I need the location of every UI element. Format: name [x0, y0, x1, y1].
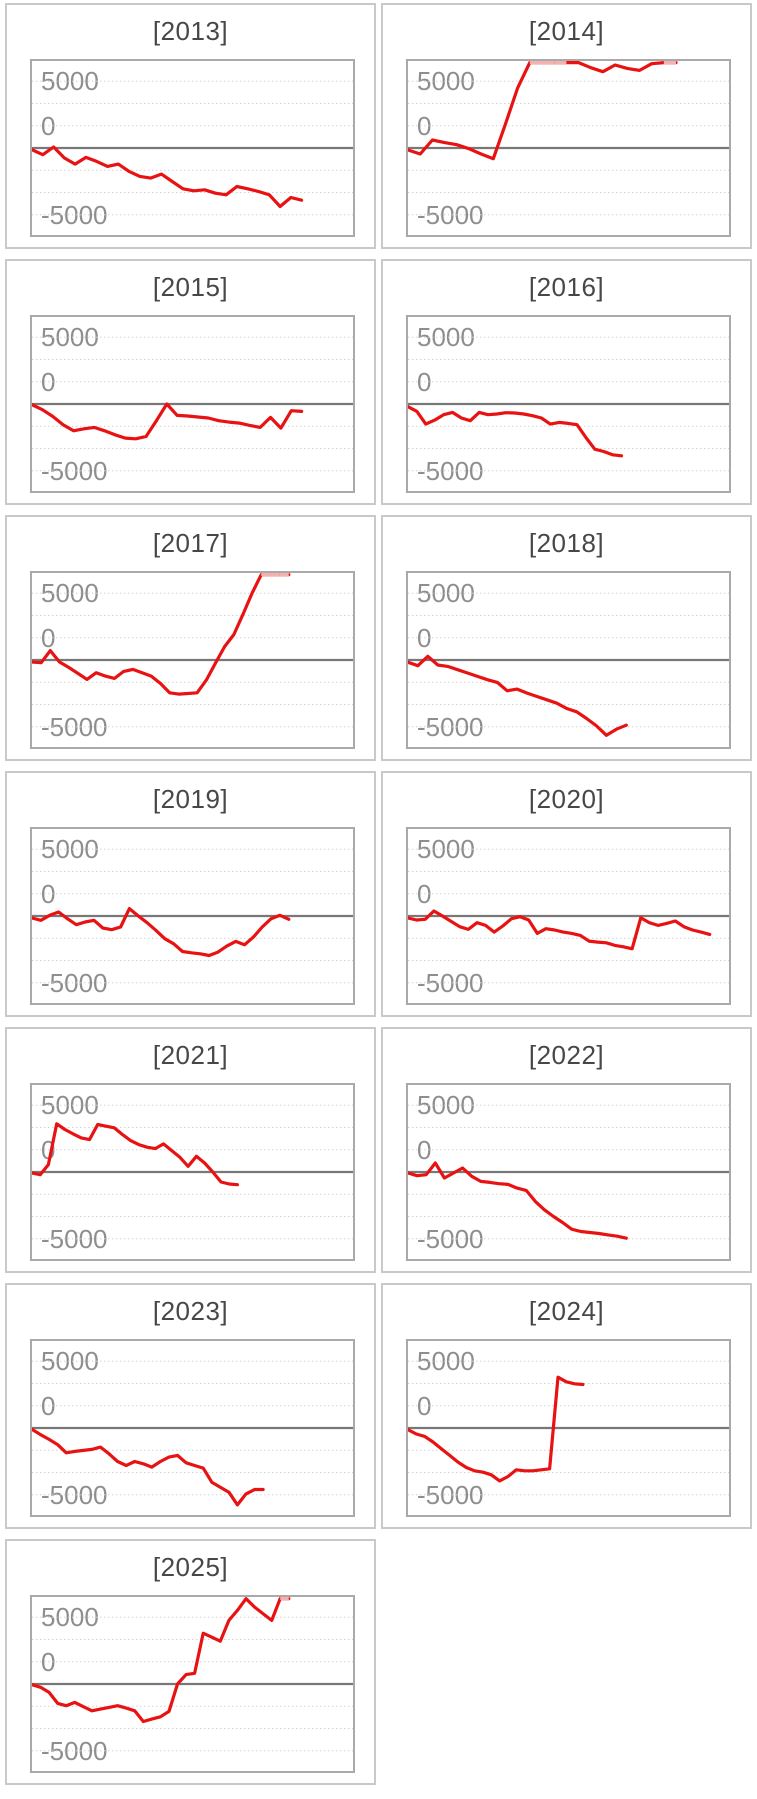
line-chart-svg	[32, 1597, 353, 1752]
plot-area: 5000 0 -5000	[406, 1339, 731, 1517]
panel-title: [2023]	[152, 1296, 229, 1326]
panel-title: [2021]	[152, 1040, 229, 1070]
year-panel: [2022] 5000 0 -5000	[381, 1027, 752, 1273]
year-panel: [2018] 5000 0 -5000	[381, 515, 752, 761]
panel-title: [2014]	[528, 16, 605, 46]
plot-area: 5000 0 -5000	[30, 1083, 355, 1261]
line-series	[32, 145, 304, 209]
panel-title: [2025]	[152, 1552, 229, 1582]
panel-title: [2016]	[528, 272, 605, 302]
line-series	[408, 1375, 585, 1483]
line-chart-svg	[408, 1360, 729, 1496]
line-chart-svg	[32, 1104, 353, 1240]
line-chart-svg	[32, 1360, 353, 1507]
plot-area: 5000 0 -5000	[30, 1339, 355, 1517]
line-series	[32, 1597, 291, 1724]
line-chart-svg	[32, 80, 353, 216]
line-series	[32, 402, 304, 441]
year-panel: [2016] 5000 0 -5000	[381, 259, 752, 505]
line-chart-svg	[32, 336, 353, 472]
line-chart-svg	[32, 573, 353, 728]
year-panel: [2021] 5000 0 -5000	[5, 1027, 376, 1273]
panel-title: [2013]	[152, 16, 229, 46]
panel-title: [2017]	[152, 528, 229, 558]
year-panel: [2019] 5000 0 -5000	[5, 771, 376, 1017]
line-series	[408, 909, 712, 951]
plot-area: 5000 0 -5000	[406, 571, 731, 749]
year-panel: [2023] 5000 0 -5000	[5, 1283, 376, 1529]
plot-area: 5000 0 -5000	[30, 827, 355, 1005]
year-panel: [2014] 5000 0 -5000	[381, 3, 752, 249]
panel-title: [2019]	[152, 784, 229, 814]
panel-title: [2018]	[528, 528, 605, 558]
panel-title: [2022]	[528, 1040, 605, 1070]
year-panel: [2013] 5000 0 -5000	[5, 3, 376, 249]
plot-area: 5000 0 -5000	[30, 1595, 355, 1773]
plot-area: 5000 0 -5000	[30, 571, 355, 749]
plot-area: 5000 0 -5000	[30, 59, 355, 237]
line-series	[408, 1161, 628, 1240]
year-panel: [2017] 5000 0 -5000	[5, 515, 376, 761]
line-chart-svg	[408, 592, 729, 737]
line-chart-svg	[408, 1104, 729, 1240]
line-chart-svg	[32, 848, 353, 984]
plot-area: 5000 0 -5000	[406, 827, 731, 1005]
line-series	[408, 654, 628, 737]
line-series	[32, 1427, 265, 1507]
year-panel: [2025] 5000 0 -5000	[5, 1539, 376, 1785]
panel-title: [2020]	[528, 784, 605, 814]
plot-area: 5000 0 -5000	[406, 59, 731, 237]
line-chart-svg	[408, 848, 729, 984]
year-panel: [2020] 5000 0 -5000	[381, 771, 752, 1017]
line-series	[32, 906, 291, 958]
panel-title: [2024]	[528, 1296, 605, 1326]
panel-title: [2015]	[152, 272, 229, 302]
line-series	[32, 573, 291, 696]
plot-area: 5000 0 -5000	[406, 1083, 731, 1261]
line-series	[408, 61, 678, 161]
plot-area: 5000 0 -5000	[30, 315, 355, 493]
line-chart-svg	[408, 336, 729, 472]
plot-area: 5000 0 -5000	[406, 315, 731, 493]
year-panel: [2024] 5000 0 -5000	[381, 1283, 752, 1529]
line-series	[32, 1122, 239, 1187]
line-chart-svg	[408, 61, 729, 216]
year-panel: [2015] 5000 0 -5000	[5, 259, 376, 505]
line-series	[408, 405, 624, 458]
